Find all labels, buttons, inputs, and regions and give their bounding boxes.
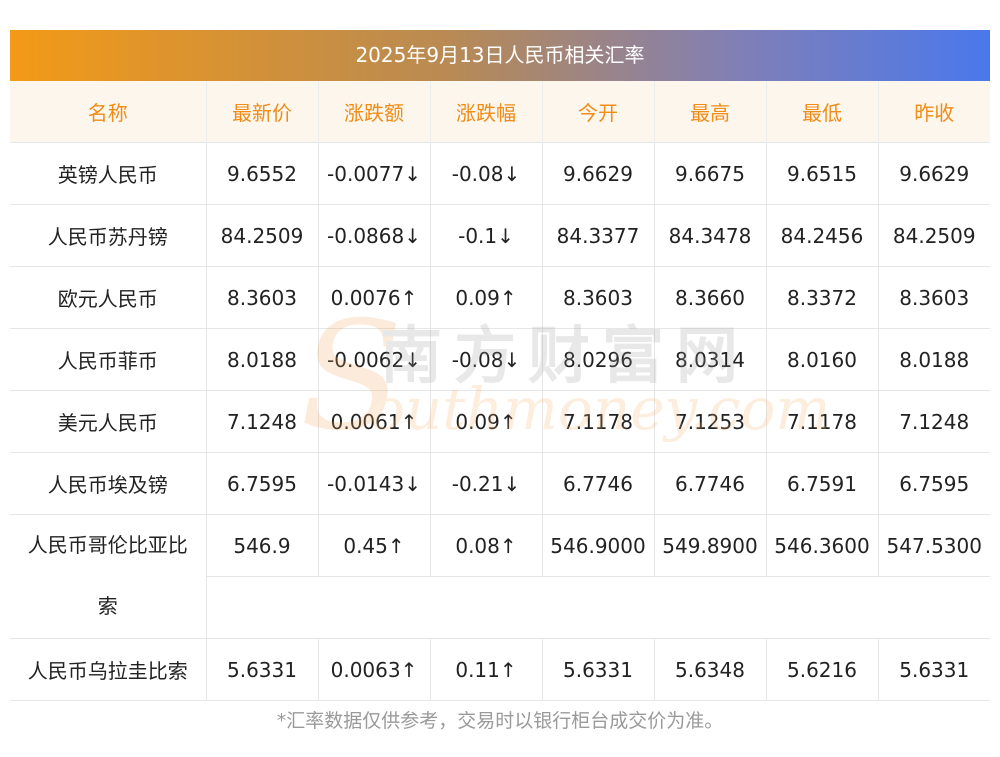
table-row: 人民币哥伦比亚比 索 546.9 0.45↑ 0.08↑ 546.9000 54… [10, 514, 990, 639]
low-price: 5.6216 [766, 638, 879, 701]
table-row-spacer [10, 576, 990, 639]
header-low: 最低 [766, 81, 879, 143]
currency-name: 美元人民币 [10, 390, 207, 453]
high-price: 84.3478 [654, 204, 767, 267]
header-change-pct: 涨跌幅 [430, 81, 543, 143]
low-price: 7.1178 [766, 390, 879, 453]
latest-price: 8.0188 [206, 328, 319, 391]
low-price: 9.6515 [766, 142, 879, 205]
prev-close-price: 8.3603 [878, 266, 990, 329]
currency-name: 人民币乌拉圭比索 [10, 638, 207, 701]
table-row: 人民币苏丹镑 84.2509 -0.0868↓ -0.1↓ 84.3377 84… [10, 204, 990, 267]
open-price: 6.7746 [542, 452, 655, 515]
high-price: 6.7746 [654, 452, 767, 515]
table-row: 欧元人民币 8.3603 0.0076↑ 0.09↑ 8.3603 8.3660… [10, 266, 990, 329]
change-amount: -0.0062↓ [318, 328, 431, 391]
header-prev-close: 昨收 [878, 81, 990, 143]
change-amount: -0.0077↓ [318, 142, 431, 205]
latest-price: 546.9 [206, 514, 319, 577]
currency-name-line1: 人民币哥伦比亚比 [27, 533, 188, 557]
change-percent: 0.09↑ [430, 266, 543, 329]
open-price: 9.6629 [542, 142, 655, 205]
change-amount: 0.0076↑ [318, 266, 431, 329]
prev-close-price: 5.6331 [878, 638, 990, 701]
table-row: 人民币乌拉圭比索 5.6331 0.0063↑ 0.11↑ 5.6331 5.6… [10, 638, 990, 701]
currency-name: 人民币埃及镑 [10, 452, 207, 515]
currency-name-line2: 索 [97, 594, 118, 618]
latest-price: 5.6331 [206, 638, 319, 701]
low-price: 6.7591 [766, 452, 879, 515]
disclaimer-footnote: *汇率数据仅供参考，交易时以银行柜台成交价为准。 [276, 710, 724, 732]
latest-price: 6.7595 [206, 452, 319, 515]
low-price: 8.3372 [766, 266, 879, 329]
prev-close-price: 84.2509 [878, 204, 990, 267]
latest-price: 84.2509 [206, 204, 319, 267]
high-price: 8.3660 [654, 266, 767, 329]
currency-name: 英镑人民币 [10, 142, 207, 205]
low-price: 546.3600 [766, 514, 879, 577]
latest-price: 7.1248 [206, 390, 319, 453]
currency-name: 人民币哥伦比亚比 索 [10, 514, 207, 639]
change-amount: -0.0143↓ [318, 452, 431, 515]
exchange-rate-table: 名称 最新价 涨跌额 涨跌幅 今开 最高 最低 昨收 英镑人民币 9.6552 … [10, 81, 990, 701]
table-row: 人民币埃及镑 6.7595 -0.0143↓ -0.21↓ 6.7746 6.7… [10, 452, 990, 515]
header-change: 涨跌额 [318, 81, 431, 143]
table-row: 英镑人民币 9.6552 -0.0077↓ -0.08↓ 9.6629 9.66… [10, 142, 990, 205]
change-amount: 0.0061↑ [318, 390, 431, 453]
currency-name: 人民币菲币 [10, 328, 207, 391]
prev-close-price: 9.6629 [878, 142, 990, 205]
high-price: 549.8900 [654, 514, 767, 577]
change-percent: -0.1↓ [430, 204, 543, 267]
low-price: 8.0160 [766, 328, 879, 391]
open-price: 546.9000 [542, 514, 655, 577]
table-title: 2025年9月13日人民币相关汇率 [10, 30, 990, 81]
change-percent: 0.11↑ [430, 638, 543, 701]
change-percent: 0.08↑ [430, 514, 543, 577]
table-row: 人民币菲币 8.0188 -0.0062↓ -0.08↓ 8.0296 8.03… [10, 328, 990, 391]
high-price: 5.6348 [654, 638, 767, 701]
header-name: 名称 [10, 81, 207, 143]
prev-close-price: 547.5300 [878, 514, 990, 577]
change-amount: -0.0868↓ [318, 204, 431, 267]
change-percent: 0.09↑ [430, 390, 543, 453]
latest-price: 8.3603 [206, 266, 319, 329]
high-price: 9.6675 [654, 142, 767, 205]
currency-name: 人民币苏丹镑 [10, 204, 207, 267]
table-row: 美元人民币 7.1248 0.0061↑ 0.09↑ 7.1178 7.1253… [10, 390, 990, 453]
low-price: 84.2456 [766, 204, 879, 267]
high-price: 7.1253 [654, 390, 767, 453]
change-amount: 0.45↑ [318, 514, 431, 577]
open-price: 84.3377 [542, 204, 655, 267]
latest-price: 9.6552 [206, 142, 319, 205]
change-percent: -0.21↓ [430, 452, 543, 515]
open-price: 7.1178 [542, 390, 655, 453]
header-high: 最高 [654, 81, 767, 143]
open-price: 8.3603 [542, 266, 655, 329]
change-percent: -0.08↓ [430, 328, 543, 391]
prev-close-price: 7.1248 [878, 390, 990, 453]
header-latest: 最新价 [206, 81, 319, 143]
open-price: 5.6331 [542, 638, 655, 701]
empty-cell [206, 576, 990, 639]
high-price: 8.0314 [654, 328, 767, 391]
header-open: 今开 [542, 81, 655, 143]
change-percent: -0.08↓ [430, 142, 543, 205]
prev-close-price: 8.0188 [878, 328, 990, 391]
header-row: 名称 最新价 涨跌额 涨跌幅 今开 最高 最低 昨收 [10, 81, 990, 143]
open-price: 8.0296 [542, 328, 655, 391]
prev-close-price: 6.7595 [878, 452, 990, 515]
change-amount: 0.0063↑ [318, 638, 431, 701]
currency-name: 欧元人民币 [10, 266, 207, 329]
